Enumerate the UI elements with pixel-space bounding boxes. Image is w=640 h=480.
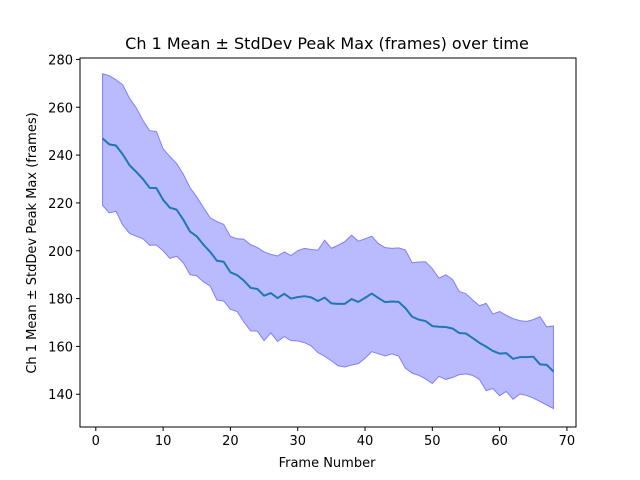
x-tick-label: 70	[559, 434, 576, 449]
x-tick-label: 20	[222, 434, 239, 449]
axes-frame	[79, 57, 577, 428]
x-tick-label: 10	[155, 434, 172, 449]
y-axis-label: Ch 1 Mean ± StdDev Peak Max (frames)	[25, 112, 40, 373]
x-axis: 0 10 20 30 40 50 60 70	[92, 427, 576, 449]
chart-title: Ch 1 Mean ± StdDev Peak Max (frames) ove…	[125, 34, 529, 53]
x-tick-label: 0	[92, 434, 100, 449]
y-tick-label: 160	[48, 340, 73, 355]
y-tick-label: 140	[48, 388, 73, 403]
y-tick-label: 240	[48, 149, 73, 164]
y-axis: 140 160 180 200 220 240 260 280	[48, 53, 80, 403]
y-tick-label: 180	[48, 293, 73, 308]
x-tick-label: 30	[289, 434, 306, 449]
y-tick-label: 220	[48, 197, 73, 212]
stddev-band	[102, 73, 554, 410]
x-tick-label: 60	[491, 434, 508, 449]
plot-area	[101, 73, 555, 410]
mean-line	[101, 137, 555, 373]
x-tick-label: 40	[357, 434, 374, 449]
x-tick-label: 50	[424, 434, 441, 449]
x-axis-label: Frame Number	[279, 456, 377, 471]
y-tick-label: 200	[48, 245, 73, 260]
y-tick-label: 280	[48, 53, 73, 68]
y-tick-label: 260	[48, 101, 73, 116]
